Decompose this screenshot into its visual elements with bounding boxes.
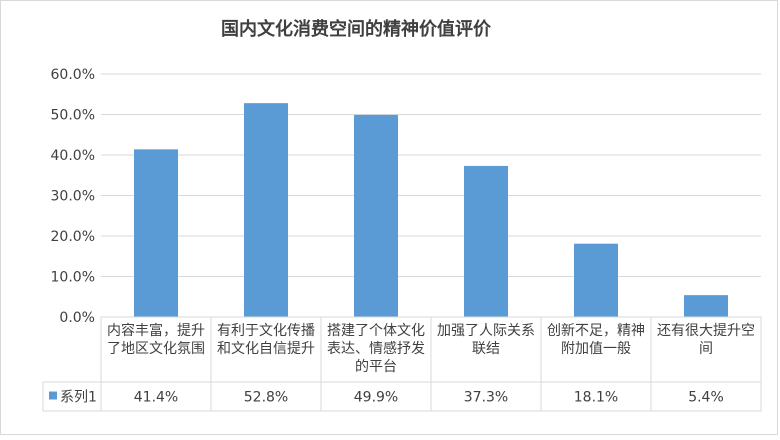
category-label: 表达、情感抒发 [327,340,425,357]
data-label: 49.9% [354,390,398,406]
category-label: 间 [699,341,713,357]
bar [684,295,728,317]
y-axis: 0.0% 10.0% 20.0% 30.0% 40.0% 50.0% 60.0% [51,67,95,326]
bar [134,149,178,317]
y-tick-label: 50.0% [51,108,95,124]
series-name: 系列1 [60,390,97,406]
category-label: 还有很大提升空 [657,323,755,339]
data-label: 5.4% [688,390,724,406]
y-tick-label: 20.0% [51,229,95,245]
data-table: 内容丰富，提升了地区文化氛围有利于文化传播和文化自信提升搭建了个体文化表达、情感… [42,316,762,412]
bar [354,114,398,317]
bar [464,165,508,317]
data-label: 52.8% [244,390,288,406]
category-label: 创新不足，精神 [547,323,645,339]
data-label: 41.4% [134,390,178,406]
category-label: 加强了人际关系 [437,323,535,339]
category-label: 搭建了个体文化 [327,323,425,339]
legend-key [49,391,57,400]
data-label: 37.3% [464,390,508,406]
y-tick-label: 40.0% [51,148,95,164]
bar [244,103,288,317]
category-label: 了地区文化氛围 [107,341,205,357]
category-label: 的平台 [355,359,397,375]
y-tick-label: 0.0% [59,310,95,326]
category-label: 内容丰富，提升 [107,322,205,339]
bar [574,243,618,317]
bars [134,103,728,317]
grid-lines [101,73,761,318]
data-label: 18.1% [574,390,618,406]
category-label: 有利于文化传播 [217,323,315,339]
chart-title: 国内文化消费空间的精神价值评价 [221,18,492,40]
category-label: 联结 [472,341,500,357]
category-label: 和文化自信提升 [217,341,315,357]
y-tick-label: 10.0% [51,270,95,286]
y-tick-label: 60.0% [51,67,95,83]
y-tick-label: 30.0% [51,189,95,205]
category-label: 附加值一般 [561,341,631,357]
